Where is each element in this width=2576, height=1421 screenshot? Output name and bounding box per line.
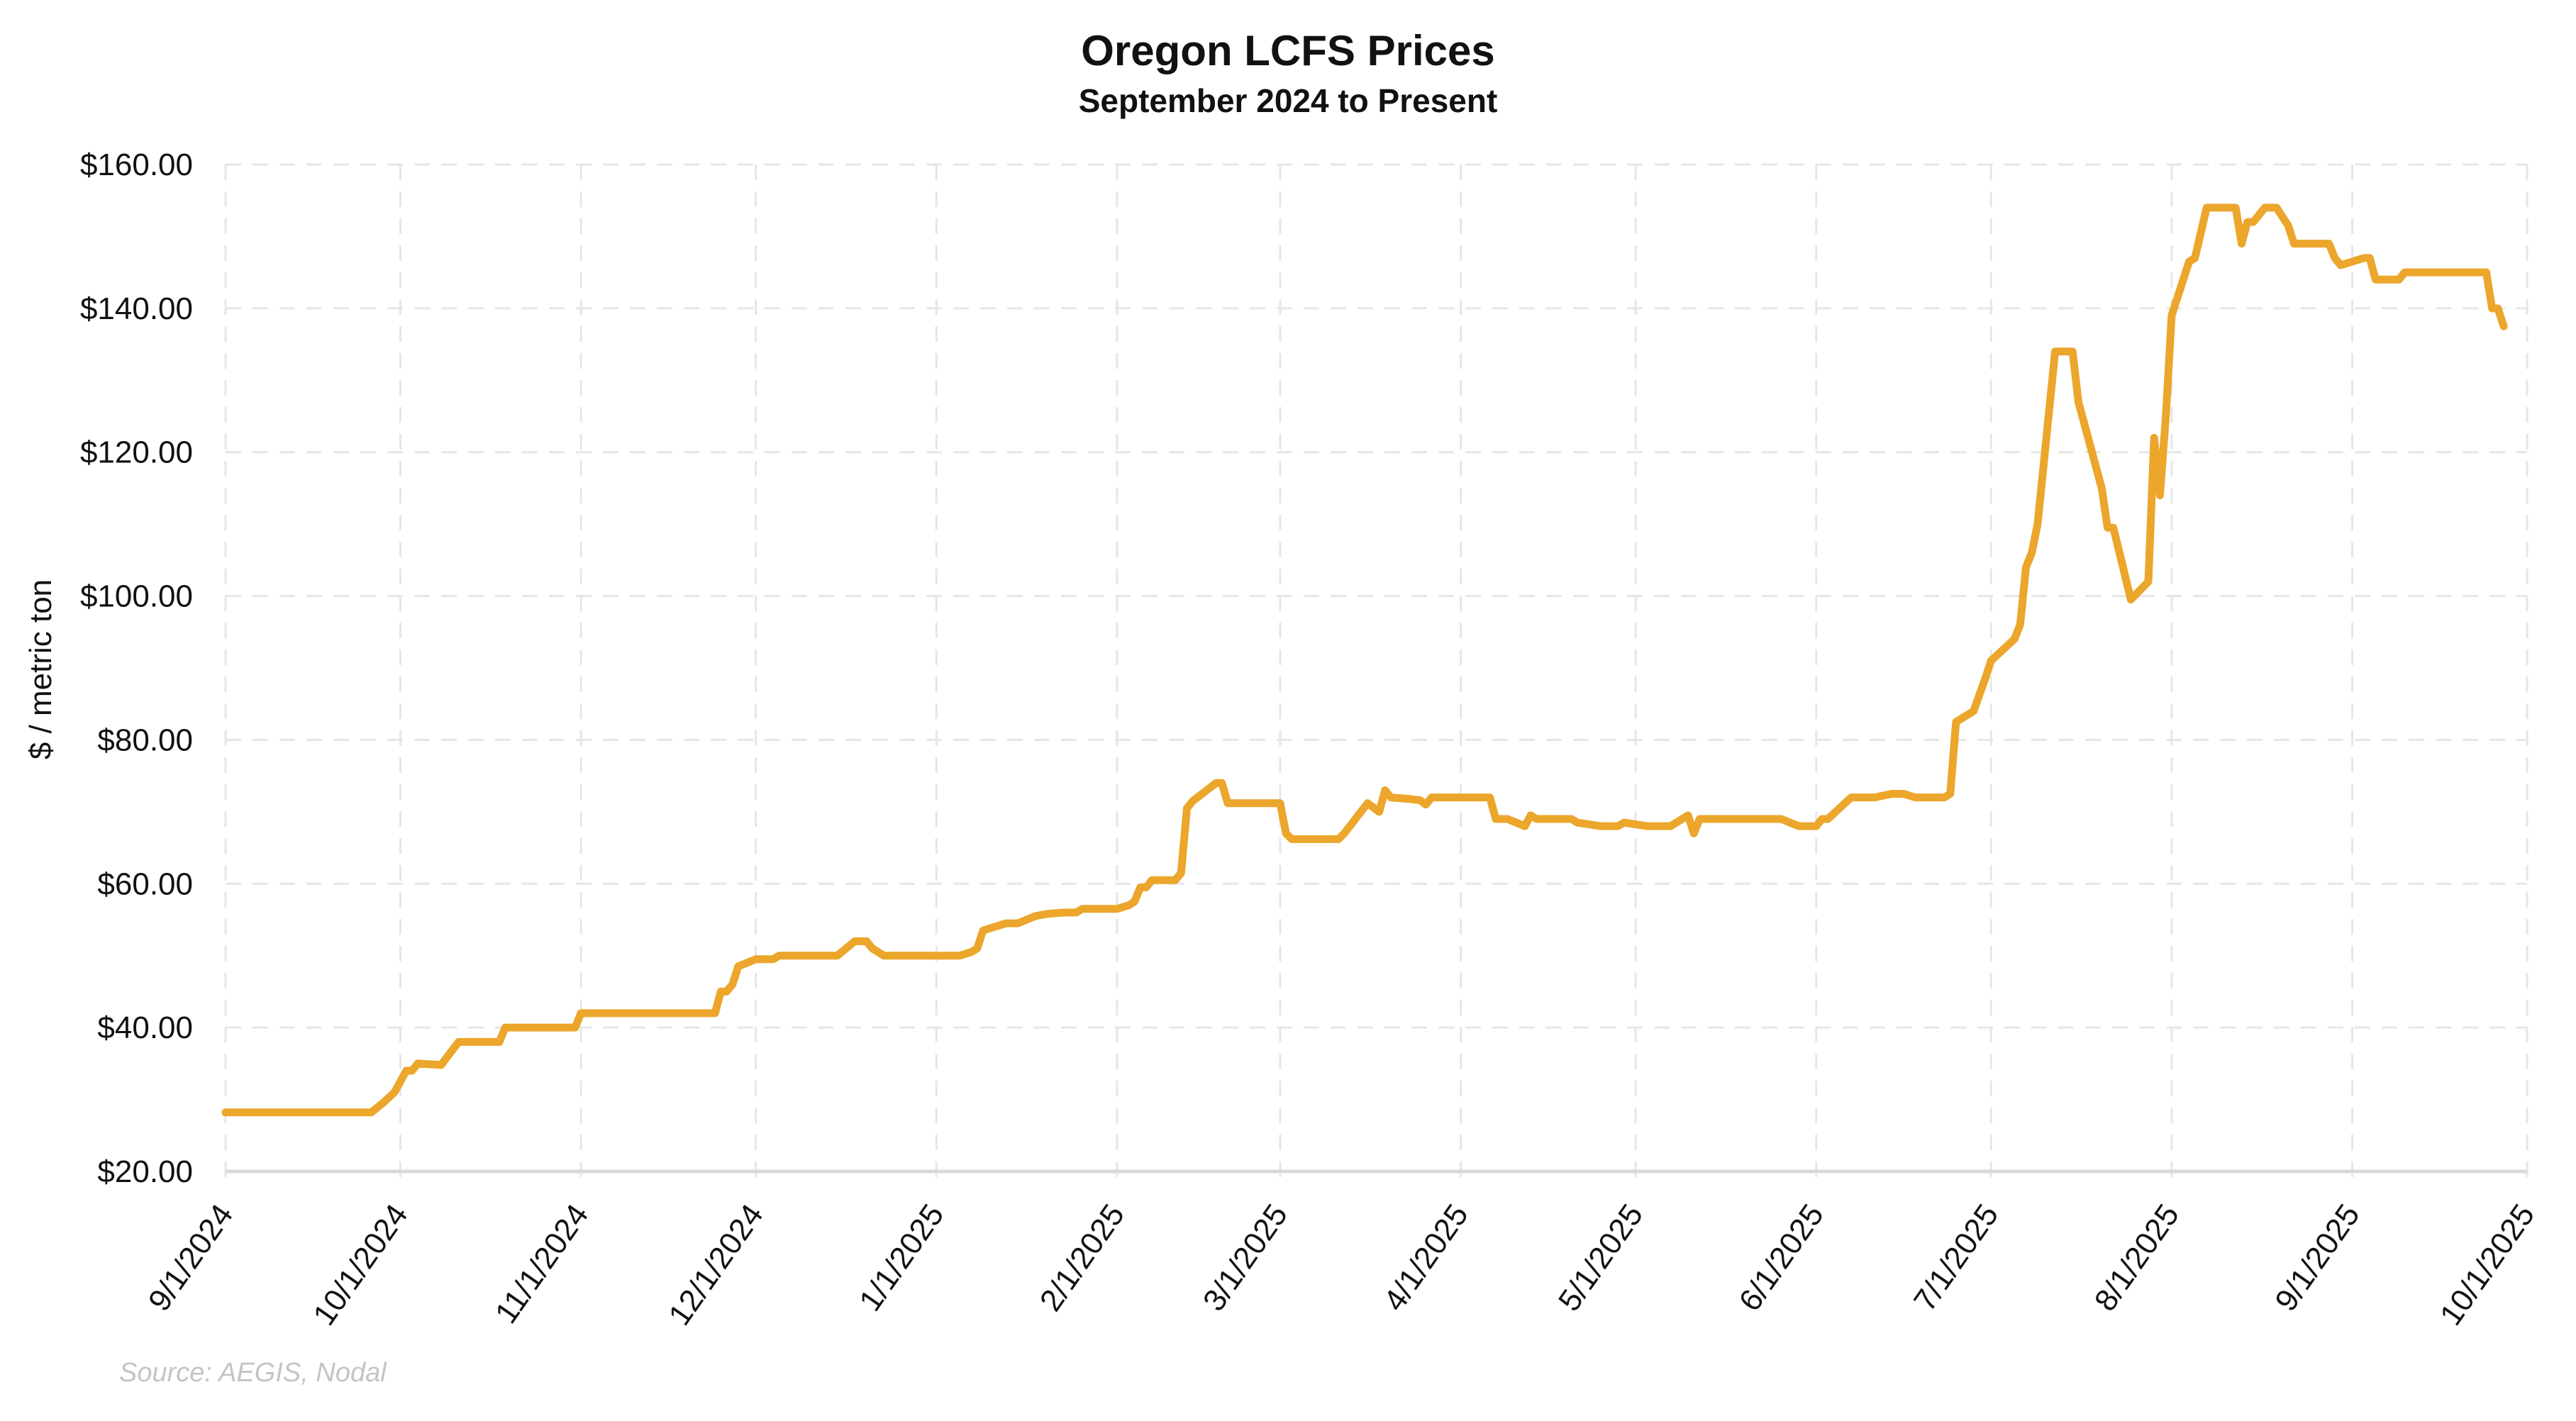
y-axis-ticks: $20.00 $40.00 $60.00 $80.00 $100.00 $120.00 $1… — [80, 147, 193, 1189]
x-tick-label: 10/1/2024 — [306, 1198, 414, 1332]
y-tick-label: $40.00 — [97, 1010, 193, 1045]
grid — [224, 163, 2528, 1187]
series-line-0 — [221, 204, 2508, 1117]
y-axis-label: $ / metric ton — [23, 579, 58, 759]
series-layer — [221, 204, 2508, 1117]
x-tick-label: 1/1/2025 — [853, 1198, 950, 1317]
x-tick-label: 7/1/2025 — [1907, 1198, 2005, 1317]
y-tick-label: $80.00 — [97, 723, 193, 757]
y-tick-label: $100.00 — [80, 579, 193, 614]
x-tick-label: 5/1/2025 — [1552, 1198, 1650, 1317]
chart-subtitle: September 2024 to Present — [1079, 82, 1498, 119]
chart-title: Oregon LCFS Prices — [1081, 27, 1494, 74]
y-tick-label: $160.00 — [80, 147, 193, 182]
x-tick-label: 8/1/2025 — [2088, 1198, 2186, 1317]
x-tick-label: 4/1/2025 — [1377, 1198, 1475, 1317]
x-axis-ticks: 9/1/2024 10/1/2024 11/1/2024 12/1/2024 1/1/2… — [142, 1198, 2541, 1332]
y-tick-label: $20.00 — [97, 1154, 193, 1189]
y-tick-label: $140.00 — [80, 291, 193, 326]
x-tick-label: 9/1/2025 — [2268, 1198, 2366, 1317]
x-tick-label: 9/1/2024 — [142, 1198, 240, 1317]
x-tick-label: 2/1/2025 — [1033, 1198, 1131, 1317]
source-note: Source: AEGIS, Nodal — [119, 1358, 387, 1388]
x-tick-label: 12/1/2024 — [662, 1198, 770, 1332]
y-tick-label: $120.00 — [80, 435, 193, 470]
x-tick-label: 3/1/2025 — [1197, 1198, 1294, 1317]
y-tick-label: $60.00 — [97, 866, 193, 901]
x-tick-label: 11/1/2024 — [489, 1198, 596, 1330]
x-tick-label: 10/1/2025 — [2433, 1198, 2541, 1332]
x-tick-label: 6/1/2025 — [1733, 1198, 1831, 1317]
